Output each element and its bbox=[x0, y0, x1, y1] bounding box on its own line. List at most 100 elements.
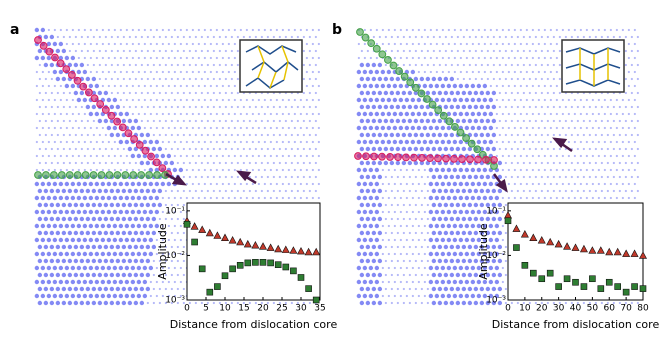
chain-atom bbox=[146, 172, 153, 179]
atom bbox=[483, 140, 487, 144]
atom bbox=[517, 148, 519, 150]
atom bbox=[54, 29, 56, 31]
atom bbox=[89, 266, 93, 270]
atom bbox=[466, 43, 468, 45]
atom bbox=[616, 29, 618, 31]
atom bbox=[306, 155, 308, 157]
atom bbox=[92, 217, 96, 221]
atom bbox=[456, 91, 460, 95]
chain-atom bbox=[368, 40, 375, 47]
atom bbox=[471, 98, 475, 102]
atom bbox=[508, 113, 510, 115]
atom bbox=[86, 217, 90, 221]
atom bbox=[183, 92, 185, 94]
atom bbox=[303, 106, 305, 108]
atom bbox=[105, 134, 107, 136]
atom bbox=[562, 183, 564, 185]
atom bbox=[38, 301, 42, 305]
atom bbox=[406, 225, 408, 227]
chain-atom bbox=[131, 136, 138, 143]
atom bbox=[78, 127, 80, 129]
atom bbox=[547, 190, 549, 192]
atom bbox=[95, 238, 99, 242]
atom bbox=[441, 252, 445, 256]
atom bbox=[162, 43, 164, 45]
atom bbox=[595, 148, 597, 150]
atom bbox=[450, 273, 454, 277]
atom bbox=[613, 190, 615, 192]
atom bbox=[375, 266, 379, 270]
atom bbox=[622, 29, 624, 31]
atom bbox=[93, 120, 95, 122]
atom bbox=[267, 176, 269, 178]
atom bbox=[225, 162, 227, 164]
atom bbox=[459, 98, 463, 102]
atom bbox=[471, 252, 475, 256]
atom bbox=[113, 182, 117, 186]
atom bbox=[508, 197, 510, 199]
atom bbox=[63, 36, 65, 38]
atom bbox=[84, 127, 86, 129]
atom bbox=[556, 57, 558, 59]
atom bbox=[152, 189, 156, 193]
atom bbox=[372, 63, 376, 67]
atom bbox=[418, 267, 420, 269]
atom bbox=[369, 84, 373, 88]
atom bbox=[174, 85, 176, 87]
atom bbox=[438, 175, 442, 179]
atom bbox=[162, 141, 164, 143]
atom bbox=[270, 155, 272, 157]
atom bbox=[483, 126, 487, 130]
atom bbox=[183, 218, 185, 220]
atom bbox=[186, 127, 188, 129]
atom bbox=[505, 288, 507, 290]
atom bbox=[526, 71, 528, 73]
atom bbox=[517, 50, 519, 52]
atom bbox=[441, 238, 445, 242]
atom bbox=[372, 287, 376, 291]
atom bbox=[616, 155, 618, 157]
atom bbox=[421, 204, 423, 206]
atom bbox=[465, 98, 469, 102]
atom bbox=[532, 85, 534, 87]
atom bbox=[219, 120, 221, 122]
atom bbox=[89, 210, 93, 214]
chain-atom bbox=[363, 153, 370, 160]
panel-label: a bbox=[10, 22, 19, 38]
atom bbox=[216, 169, 218, 171]
atom bbox=[132, 169, 134, 171]
atom bbox=[580, 127, 582, 129]
atom bbox=[559, 148, 561, 150]
atom bbox=[267, 106, 269, 108]
atom bbox=[375, 280, 379, 284]
atom bbox=[54, 155, 56, 157]
atom bbox=[44, 301, 48, 305]
atom bbox=[438, 217, 442, 221]
atom bbox=[95, 196, 99, 200]
atom bbox=[403, 302, 405, 304]
atom bbox=[358, 43, 360, 45]
atom bbox=[427, 190, 429, 192]
atom bbox=[382, 197, 384, 199]
atom bbox=[116, 189, 120, 193]
atom bbox=[580, 183, 582, 185]
atom bbox=[171, 106, 173, 108]
atom bbox=[394, 281, 396, 283]
atom bbox=[78, 113, 80, 115]
atom bbox=[538, 71, 540, 73]
atom bbox=[424, 253, 426, 255]
atom bbox=[123, 64, 125, 66]
atom bbox=[107, 210, 111, 214]
atom bbox=[165, 148, 167, 150]
atom bbox=[414, 147, 418, 151]
atom bbox=[165, 64, 167, 66]
atom bbox=[459, 252, 463, 256]
atom bbox=[153, 92, 155, 94]
atom bbox=[213, 134, 215, 136]
atom bbox=[541, 190, 543, 192]
atom bbox=[192, 29, 194, 31]
atom bbox=[574, 155, 576, 157]
atom bbox=[397, 190, 399, 192]
atom bbox=[159, 50, 161, 52]
atom bbox=[409, 176, 411, 178]
